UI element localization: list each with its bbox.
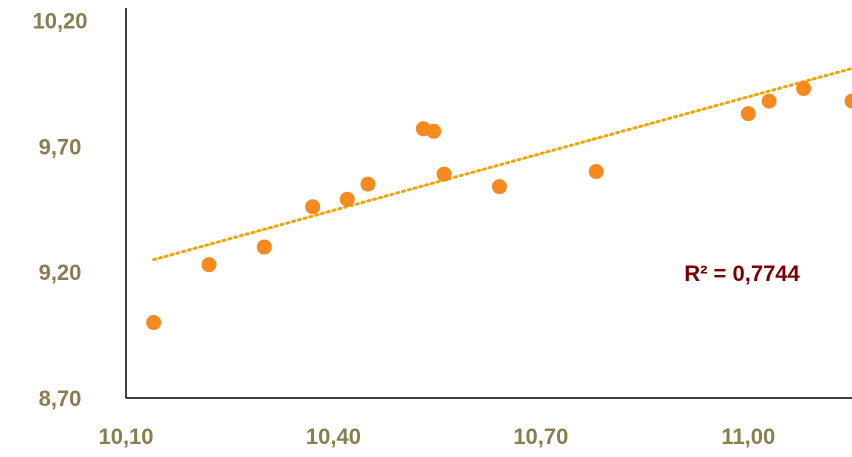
x-tick-label: 10,70 [513,424,568,449]
data-point [305,199,320,214]
y-tick-label: 9,20 [39,260,82,285]
data-point [492,179,507,194]
labels-layer: 8,70 9,20 9,70 10,20 10,10 10,40 10,70 11,00 R² … [32,9,800,449]
r-squared-annotation: R² = 0,7744 [684,261,800,286]
data-point [762,94,777,109]
x-tick-label: 10,10 [98,424,153,449]
y-tick-label: 10,20 [32,9,87,34]
x-tick-label: 11,00 [721,424,775,449]
axes [126,8,852,398]
data-point [201,257,216,272]
x-tick-label: 10,40 [306,424,361,449]
y-tick-label: 8,70 [39,386,82,411]
data-point [426,124,441,139]
data-point [361,177,376,192]
data-point [146,315,161,330]
trendline-layer [154,68,852,259]
data-point [437,167,452,182]
data-point [796,81,811,96]
data-point [340,192,355,207]
data-point [257,240,272,255]
data-point [589,164,604,179]
data-point [845,94,852,109]
y-tick-label: 9,70 [39,134,82,159]
points-layer [146,81,852,330]
data-point [741,106,756,121]
trendline [154,68,852,259]
